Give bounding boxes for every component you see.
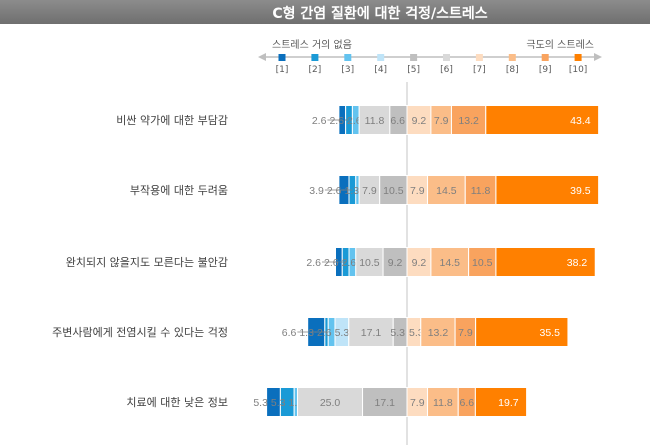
bar-segment (464, 175, 497, 205)
data-label: 5.3 (390, 327, 405, 339)
data-label: 10.5 (359, 257, 380, 269)
bar-segment (362, 387, 408, 417)
data-label: 6.6 (282, 327, 297, 339)
data-label: 2.6 (347, 115, 362, 127)
scale-left-label: 스트레스 거의 없음 (272, 38, 352, 51)
legend-swatch (278, 54, 286, 61)
bar-segment (495, 247, 596, 277)
legend-label: [8] (506, 65, 519, 75)
data-label: 17.1 (361, 327, 382, 339)
data-label: 7.9 (434, 115, 449, 127)
data-label: 13.2 (428, 327, 449, 339)
legend-label: [9] (539, 65, 552, 75)
data-label: 7.9 (362, 185, 377, 197)
data-label: 2.6 (327, 185, 342, 197)
legend-label: [7] (473, 65, 486, 75)
data-label: 6.6 (390, 115, 405, 127)
category-label: 부작용에 대한 두려움 (130, 184, 228, 197)
scale-right-label: 극도의 스트레스 (526, 39, 594, 51)
legend-swatch (443, 54, 450, 61)
data-label: 2.6 (306, 257, 321, 269)
data-label: 13.2 (458, 115, 479, 127)
legend-label: [5] (407, 65, 420, 75)
bar-segment (297, 387, 364, 417)
bar-segment (358, 105, 391, 135)
data-label: 6.6 (459, 397, 474, 409)
legend-label: [3] (341, 65, 354, 75)
data-label: 9.2 (388, 257, 403, 269)
data-label: 5.3 (271, 397, 286, 409)
bar-segment (475, 317, 569, 347)
data-label: 7.9 (410, 185, 425, 197)
data-label: 9.2 (412, 115, 427, 127)
legend-swatch (377, 54, 385, 61)
category-label: 주변사람에게 전염시킬 수 있다는 걱정 (52, 326, 228, 339)
data-label: 2.6 (324, 257, 339, 269)
bar-segment (379, 175, 408, 205)
data-label: 19.7 (498, 397, 519, 409)
data-label: 3.9 (309, 185, 324, 197)
legend-swatch (475, 54, 483, 61)
legend-swatch (410, 54, 418, 61)
data-label: 25.0 (320, 397, 341, 409)
data-label: 2.6 (317, 327, 332, 339)
data-label: 14.5 (436, 185, 457, 197)
scale-left-arrow-icon (258, 53, 266, 61)
data-label: 2.6 (312, 115, 327, 127)
data-label: 10.5 (472, 257, 493, 269)
legend-swatch (541, 54, 549, 61)
legend-label: [2] (309, 65, 322, 75)
bar-segment (420, 317, 456, 347)
legend-label: [6] (440, 65, 453, 75)
data-label: 9.2 (412, 257, 427, 269)
legend-label: [10] (569, 65, 587, 75)
scale-right-arrow-icon (594, 53, 602, 61)
bar-segment (474, 387, 528, 417)
legend-label: [1] (276, 65, 289, 75)
data-label: 1.3 (345, 185, 360, 197)
data-label: 10.5 (383, 185, 404, 197)
data-label: 38.2 (567, 257, 588, 269)
data-label: 39.5 (570, 185, 591, 197)
bar-segment (430, 247, 470, 277)
category-label: 치료에 대한 낮은 정보 (126, 396, 228, 409)
data-label: 7.9 (458, 327, 473, 339)
bar-segment (485, 105, 600, 135)
category-label: 완치되지 않을지도 모른다는 불안감 (66, 256, 228, 269)
title-bar: C형 간염 질환에 대한 걱정/스트레스 (0, 0, 650, 24)
data-label: 5.3 (335, 327, 350, 339)
data-label: 11.8 (433, 397, 453, 409)
data-label: 17.1 (375, 397, 396, 409)
data-label: 5.3 (253, 397, 268, 409)
data-label: 7.9 (410, 397, 425, 409)
data-label: 2.6 (329, 115, 344, 127)
category-label: 비싼 약가에 대한 부담감 (116, 113, 228, 127)
legend-label: [4] (374, 65, 387, 75)
legend-swatch (311, 54, 319, 61)
bar-segment (495, 175, 600, 205)
data-label: 43.4 (570, 115, 591, 127)
data-label: 11.8 (365, 115, 385, 127)
data-label: 14.5 (440, 257, 461, 269)
data-label: 11.8 (471, 185, 491, 197)
bar-segment (468, 247, 497, 277)
legend-swatch (574, 54, 582, 61)
bar-segment (355, 247, 384, 277)
chart-title: C형 간염 질환에 대한 걱정/스트레스 (272, 6, 488, 22)
legend-swatch (344, 54, 352, 61)
data-label: 5.3 (409, 327, 424, 339)
data-label: 2.6 (342, 257, 357, 269)
data-label: 35.5 (540, 327, 561, 339)
legend-swatch (508, 54, 516, 61)
data-label: 1.3 (299, 327, 314, 339)
